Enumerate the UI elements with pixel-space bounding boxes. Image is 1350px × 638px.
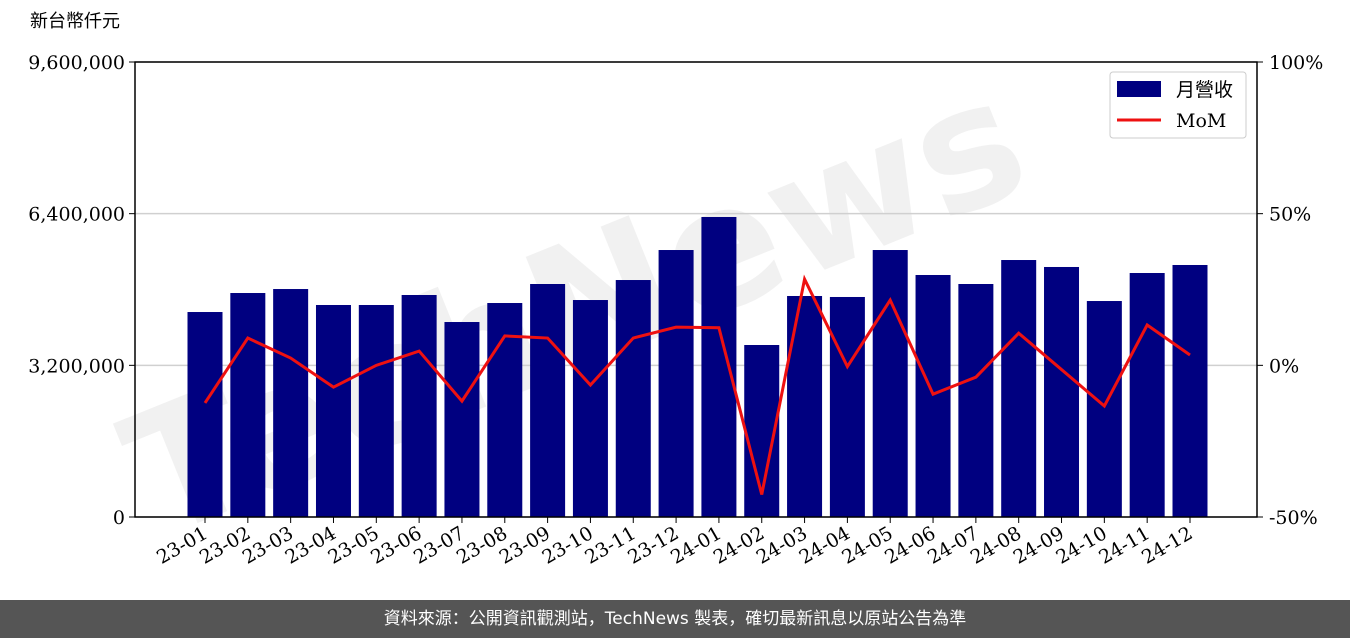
- bar: [701, 216, 737, 517]
- bar: [915, 274, 951, 517]
- legend-label: MoM: [1176, 110, 1226, 132]
- y-tick-label: 6,400,000: [28, 204, 125, 226]
- y-tick-label: 0: [113, 507, 125, 529]
- chart: TechNews 新台幣仟元 03,200,0006,400,0009,600,…: [28, 11, 1323, 577]
- bar: [187, 312, 223, 517]
- bar: [1086, 301, 1122, 517]
- bar: [872, 250, 908, 517]
- plot-frame: [134, 61, 1258, 518]
- y2-tick-label: -50%: [1269, 507, 1318, 529]
- bar: [1172, 264, 1208, 517]
- bar: [615, 280, 651, 517]
- bar: [358, 304, 394, 517]
- bar: [273, 289, 309, 517]
- bar: [572, 300, 608, 517]
- bar: [487, 303, 523, 517]
- legend-swatch: [1117, 81, 1161, 97]
- y2-tick-label: 50%: [1269, 204, 1311, 226]
- bar: [230, 293, 266, 517]
- bar: [315, 304, 351, 517]
- x-tick-label: 24-12: [1138, 522, 1196, 568]
- bar: [958, 284, 994, 517]
- bar: [1001, 260, 1037, 517]
- y-axis-label: 新台幣仟元: [30, 11, 120, 32]
- legend: 月營收 MoM: [1109, 71, 1247, 139]
- line: [203, 274, 1191, 495]
- bar: [787, 295, 823, 517]
- y2-tick-label: 100%: [1269, 52, 1323, 74]
- bar: [829, 296, 865, 517]
- legend-label: 月營收: [1176, 79, 1233, 101]
- bar: [1129, 273, 1165, 517]
- bar: [1044, 266, 1080, 517]
- y-tick-label: 9,600,000: [28, 52, 125, 74]
- y-tick-label: 3,200,000: [28, 355, 125, 377]
- bar: [658, 250, 694, 517]
- bar: [530, 284, 566, 517]
- y2-tick-label: 0%: [1269, 355, 1299, 377]
- bar: [401, 294, 437, 517]
- bar: [444, 322, 480, 517]
- footer: 資料來源：公開資訊觀測站，TechNews 製表，確切最新訊息以原站公告為準: [0, 600, 1350, 638]
